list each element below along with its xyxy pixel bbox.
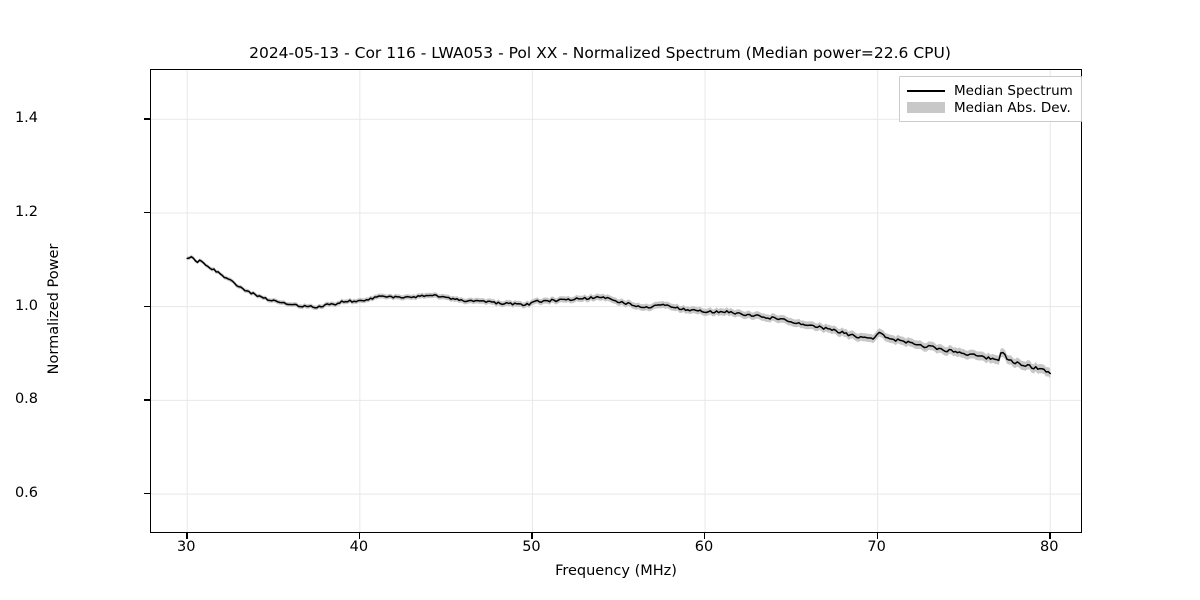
y-tick-label: 1.2 <box>14 203 38 220</box>
y-tick-label: 1.4 <box>14 110 38 127</box>
legend-label-median-spectrum: Median Spectrum <box>954 82 1073 99</box>
page-title: 2024-05-13 - Cor 116 - LWA053 - Pol XX -… <box>249 44 951 62</box>
y-tick-label: 1.0 <box>14 297 38 314</box>
x-tick-label: 40 <box>349 539 369 555</box>
x-tick-label: 70 <box>867 539 886 555</box>
x-tick-mark <box>531 533 533 539</box>
x-tick-label: 80 <box>1039 539 1059 555</box>
grid-lines <box>151 70 1081 532</box>
x-tick-mark <box>358 533 361 539</box>
median-spectrum-line <box>186 256 1051 375</box>
spectrum-plot <box>151 70 1081 532</box>
x-axis-label: Frequency (MHz) <box>555 563 677 579</box>
x-tick-mark <box>186 533 188 539</box>
x-tick-label: 30 <box>177 539 196 555</box>
y-tick-mark <box>144 211 150 214</box>
legend-item-median-spectrum: Median Spectrum <box>907 82 1073 99</box>
y-tick-label: 0.6 <box>14 485 38 502</box>
median-abs-dev-band <box>187 254 1051 379</box>
legend: Median Spectrum Median Abs. Dev. <box>899 76 1082 122</box>
legend-patch-swatch-icon <box>907 101 945 114</box>
y-axis-label: Normalized Power <box>46 243 62 375</box>
x-tick-label: 50 <box>522 539 541 555</box>
x-tick-mark <box>704 533 706 539</box>
x-tick-mark <box>1049 533 1051 539</box>
y-tick-mark <box>144 493 150 495</box>
y-tick-mark <box>144 399 150 401</box>
x-tick-mark <box>876 533 878 539</box>
x-tick-label: 60 <box>694 539 714 555</box>
y-tick-label: 0.8 <box>14 391 38 408</box>
plot-area <box>150 69 1082 533</box>
legend-item-median-abs-dev: Median Abs. Dev. <box>907 99 1073 116</box>
legend-label-median-abs-dev: Median Abs. Dev. <box>954 99 1071 116</box>
y-tick-mark <box>144 305 150 307</box>
legend-line-swatch-icon <box>907 84 945 97</box>
y-tick-mark <box>144 118 150 120</box>
